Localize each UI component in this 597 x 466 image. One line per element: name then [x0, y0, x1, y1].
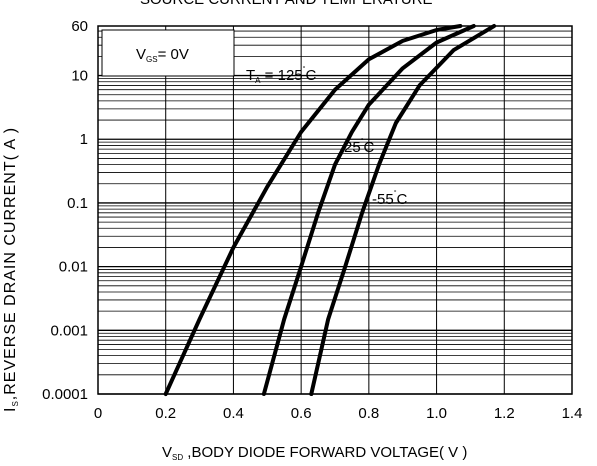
series-line-0 [163, 24, 463, 396]
x-axis-label: VSD ,BODY DIODE FORWARD VOLTAGE( V ) [162, 444, 468, 462]
y-tick-label-6: 60 [71, 18, 88, 35]
series-line-1 [261, 24, 476, 396]
series-line-2 [309, 24, 497, 396]
x-axis-label-rest: ,BODY DIODE FORWARD VOLTAGE( V ) [183, 444, 468, 461]
x-tick-label-1: 0.2 [155, 405, 176, 422]
series-label-2: -55°C [372, 189, 408, 208]
y-tick-label-4: 1 [80, 131, 88, 148]
y-tick-label-3: 0.1 [67, 195, 88, 212]
series-label-0: TA = 125°C [246, 65, 316, 85]
condition-box [101, 29, 235, 77]
plot-frame [97, 25, 573, 395]
x-tick-label-6: 1.2 [494, 405, 515, 422]
y-tick-label-0: 0.0001 [42, 386, 88, 403]
x-axis-label-sub: SD [172, 453, 184, 462]
x-tick-label-0: 0 [94, 405, 102, 422]
condition-label: VGS= 0V [136, 46, 189, 64]
y-tick-label-2: 0.01 [59, 259, 88, 276]
series-label-1: 25°C [344, 137, 375, 156]
x-tick-label-2: 0.4 [223, 405, 244, 422]
x-tick-label-4: 0.8 [358, 405, 379, 422]
x-tick-label-3: 0.6 [291, 405, 312, 422]
y-tick-label-1: 0.001 [50, 322, 88, 339]
x-axis-label-main: V [162, 444, 173, 461]
y-tick-label-5: 10 [71, 68, 88, 85]
x-tick-label-5: 1.0 [426, 405, 447, 422]
x-tick-label-7: 1.4 [562, 405, 583, 422]
chart-title: SOURCE CURRENT AND TEMPERATURE [140, 0, 433, 8]
